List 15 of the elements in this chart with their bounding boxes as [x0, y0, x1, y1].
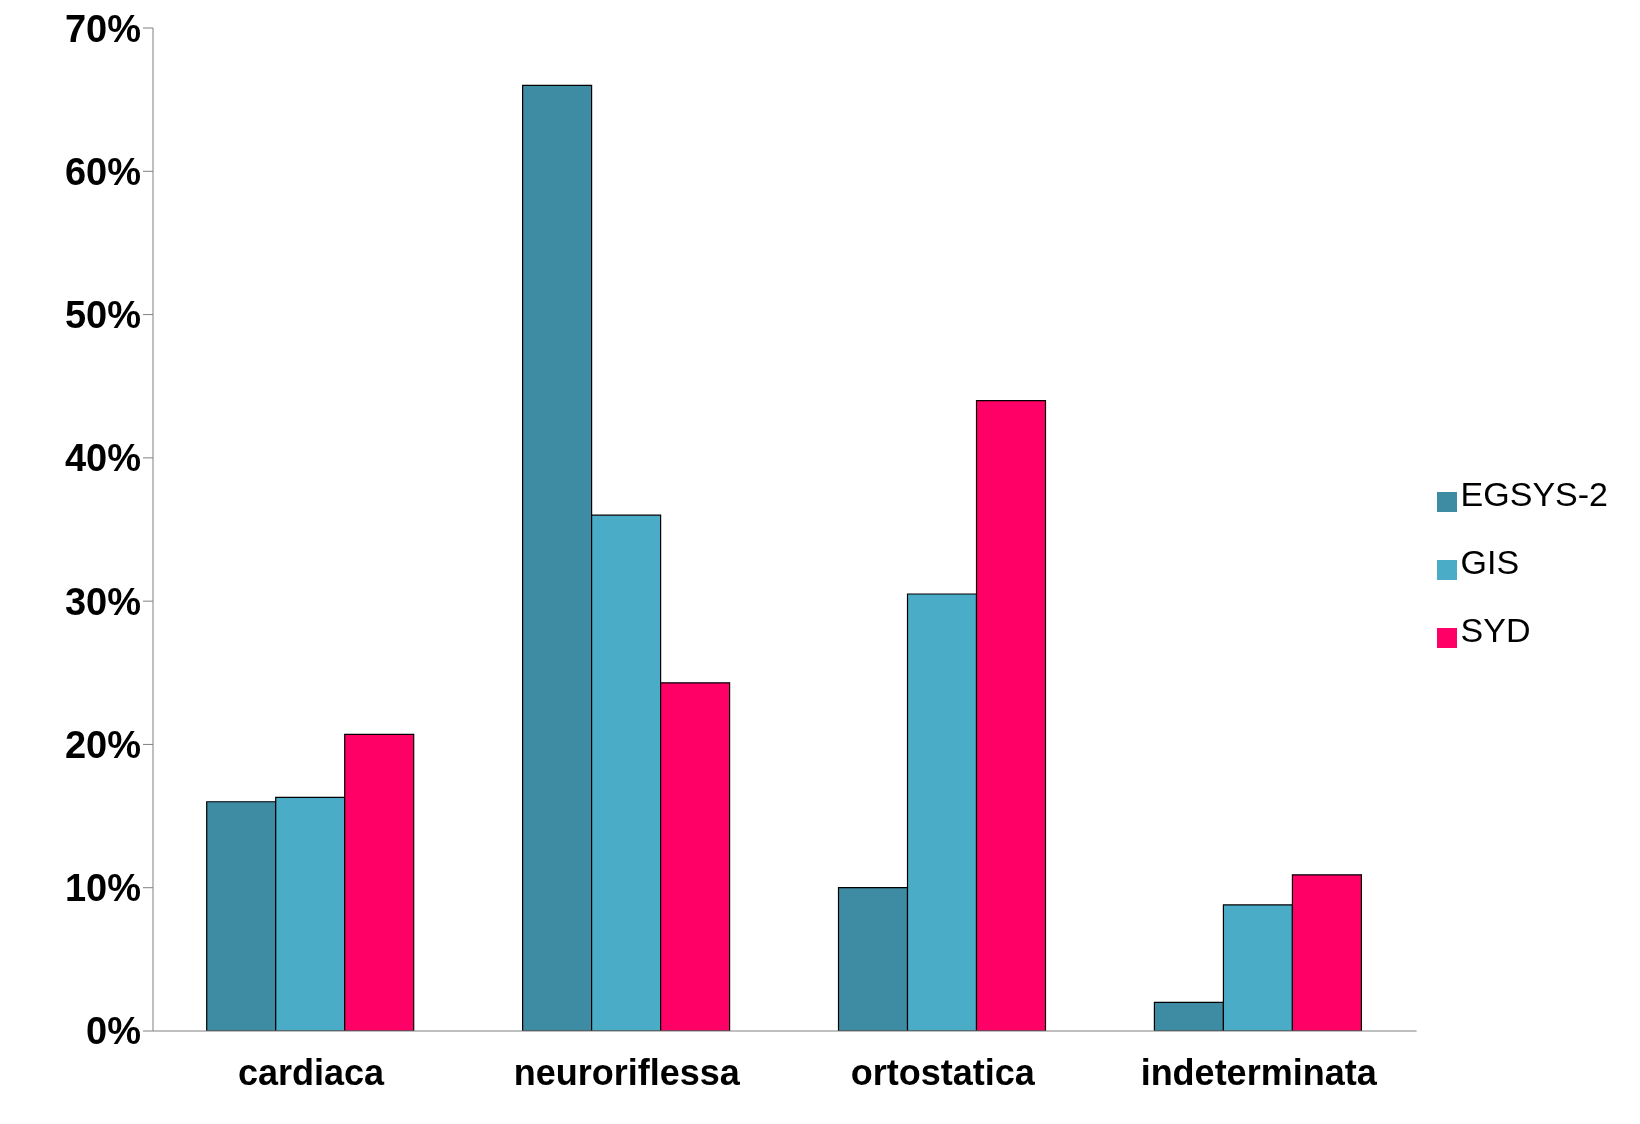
x-tick-label: indeterminata [1140, 1051, 1378, 1093]
legend-label: EGSYS-2 [1460, 475, 1608, 513]
y-tick-label: 70% [64, 7, 141, 50]
x-tick-label: neuroriflessa [513, 1051, 741, 1093]
x-tick-label: ortostatica [850, 1051, 1036, 1093]
legend-label: GIS [1460, 543, 1520, 581]
legend-label: SYD [1460, 611, 1531, 649]
y-tick-label: 60% [64, 150, 141, 193]
y-tick-label: 10% [64, 867, 141, 910]
y-tick-label: 30% [64, 580, 141, 623]
y-tick-label: 40% [64, 437, 141, 480]
y-tick-label: 50% [64, 294, 141, 337]
y-tick-label: 20% [64, 723, 141, 766]
y-tick-label: 0% [86, 1010, 141, 1053]
x-tick-label: cardiaca [237, 1051, 385, 1093]
